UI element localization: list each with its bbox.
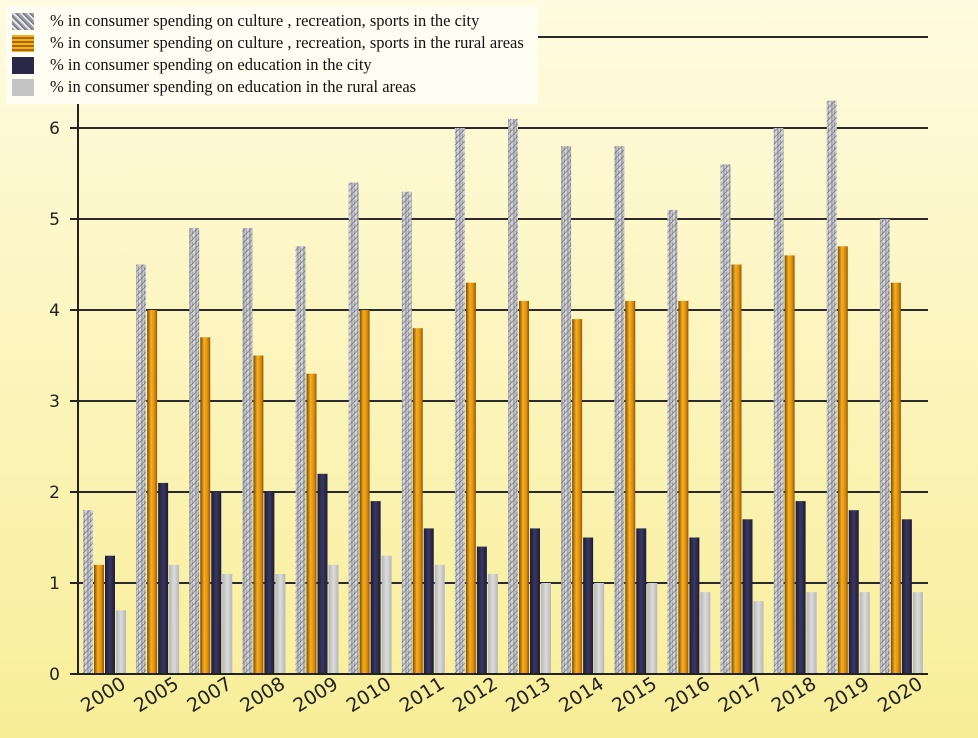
bar-education-rural: [487, 573, 498, 674]
bar-culture-city: [720, 164, 731, 674]
bar-culture-city: [401, 191, 412, 674]
y-tick-label: 1: [49, 574, 60, 594]
legend-label-education-rural: % in consumer spending on education in t…: [50, 77, 417, 96]
bar-culture-city: [614, 146, 625, 674]
bar-education-city: [423, 528, 434, 674]
bar-education-rural: [275, 573, 286, 674]
y-tick-label: 6: [49, 119, 60, 139]
bar-culture-rural: [147, 310, 158, 674]
legend-item-culture-rural: % in consumer spending on culture , recr…: [12, 32, 524, 54]
legend-item-culture-city: % in consumer spending on culture , recr…: [12, 10, 524, 32]
bar-culture-rural: [94, 564, 104, 674]
bar-culture-city: [879, 219, 890, 674]
bar-culture-city: [348, 182, 359, 674]
legend-swatch-culture-rural: [12, 34, 34, 52]
bar-education-rural: [541, 583, 551, 674]
bar-education-city: [530, 528, 540, 674]
bar-education-rural: [647, 583, 658, 674]
bar-culture-rural: [412, 328, 423, 674]
bar-education-city: [689, 537, 700, 674]
bar-education-city: [901, 519, 912, 674]
bar-education-rural: [700, 592, 711, 674]
y-tick-label: 5: [49, 210, 60, 230]
bar-education-rural: [169, 564, 180, 674]
bar-culture-city: [242, 228, 253, 674]
legend-item-education-city: % in consumer spending on education in t…: [12, 54, 524, 76]
bar-culture-rural: [253, 355, 264, 674]
bar-culture-city: [136, 264, 147, 674]
bar-education-rural: [328, 564, 339, 674]
bar-education-rural: [912, 592, 923, 674]
bar-education-city: [211, 492, 222, 674]
bar-education-city: [158, 482, 169, 674]
bar-education-city: [583, 537, 594, 674]
bar-education-rural: [381, 555, 392, 674]
legend-swatch-culture-city: [12, 12, 34, 30]
bar-education-city: [636, 528, 647, 674]
bar-culture-rural: [306, 373, 317, 674]
bar-culture-city: [454, 128, 465, 674]
bar-education-city: [795, 501, 806, 674]
bar-culture-rural: [572, 319, 583, 674]
bar-culture-city: [83, 510, 93, 674]
bar-culture-rural: [200, 337, 211, 674]
legend-swatch-education-rural: [12, 78, 34, 96]
y-tick-label: 2: [49, 483, 60, 503]
bar-culture-rural: [837, 246, 848, 675]
legend-item-education-rural: % in consumer spending on education in t…: [12, 76, 524, 98]
bar-culture-city: [826, 100, 837, 674]
bar-education-city: [742, 519, 753, 674]
bar-culture-rural: [890, 282, 901, 674]
bar-culture-rural: [359, 310, 370, 674]
bar-education-rural: [222, 573, 233, 674]
bar-culture-rural: [678, 300, 689, 674]
bar-culture-rural: [465, 282, 476, 674]
bar-culture-rural: [731, 264, 742, 674]
bar-education-city: [476, 546, 487, 674]
bar-education-rural: [594, 583, 605, 674]
bar-culture-rural: [625, 300, 636, 674]
y-tick-label: 4: [49, 301, 60, 321]
bar-education-rural: [434, 564, 445, 674]
bar-education-city: [317, 473, 328, 674]
y-tick-label: 3: [49, 392, 60, 412]
bar-education-city: [105, 555, 115, 674]
bar-culture-city: [508, 118, 518, 674]
bar-education-city: [848, 510, 859, 674]
bar-education-rural: [116, 610, 126, 674]
legend-label-culture-rural: % in consumer spending on culture , recr…: [50, 33, 524, 52]
y-tick-label: 0: [49, 665, 60, 685]
bar-education-rural: [806, 592, 817, 674]
bar-culture-city: [561, 146, 572, 674]
bar-culture-city: [295, 246, 306, 675]
bar-culture-rural: [784, 255, 795, 674]
legend-label-culture-city: % in consumer spending on culture , recr…: [50, 11, 480, 30]
bar-education-rural: [753, 601, 764, 674]
bar-culture-rural: [519, 300, 529, 674]
bar-education-city: [370, 501, 381, 674]
bar-education-city: [264, 492, 275, 674]
bar-culture-city: [189, 228, 200, 674]
bar-education-rural: [859, 592, 870, 674]
bar-culture-city: [667, 209, 678, 674]
legend: % in consumer spending on culture , recr…: [6, 6, 538, 104]
legend-label-education-city: % in consumer spending on education in t…: [50, 55, 372, 74]
bar-culture-city: [773, 128, 784, 674]
legend-swatch-education-city: [12, 56, 34, 74]
